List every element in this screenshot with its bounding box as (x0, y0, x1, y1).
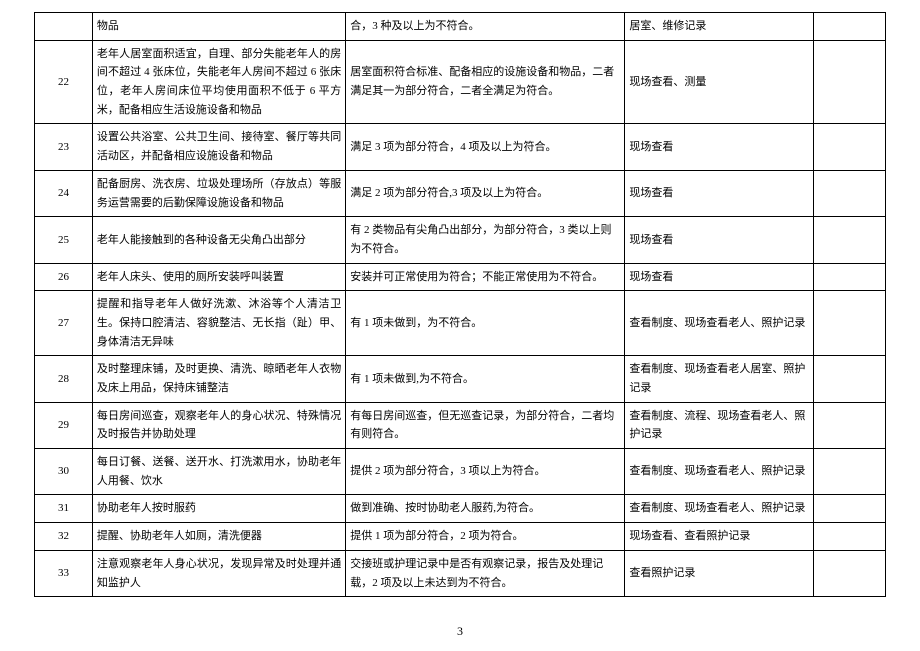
criteria-cell: 每日房间巡查，观察老年人的身心状况、特殊情况及时报告并协助处理 (92, 402, 345, 448)
method-cell: 居室、维修记录 (625, 13, 813, 41)
row-number: 31 (35, 495, 93, 523)
method-cell: 查看制度、现场查看老人、照护记录 (625, 495, 813, 523)
remark-cell (813, 495, 885, 523)
judgement-cell: 有每日房间巡查，但无巡查记录，为部分符合，二者均有则符合。 (346, 402, 625, 448)
method-cell: 现场查看、测量 (625, 40, 813, 124)
row-number: 26 (35, 263, 93, 291)
row-number: 25 (35, 217, 93, 263)
standards-table: 物品合，3 种及以上为不符合。居室、维修记录22老年人居室面积适宜，自理、部分失… (34, 12, 886, 597)
remark-cell (813, 523, 885, 551)
table-row: 24配备厨房、洗衣房、垃圾处理场所（存放点）等服务运营需要的后勤保障设施设备和物… (35, 170, 886, 216)
table-row: 25老年人能接触到的各种设备无尖角凸出部分有 2 类物品有尖角凸出部分，为部分符… (35, 217, 886, 263)
criteria-cell: 注意观察老年人身心状况，发现异常及时处理并通知监护人 (92, 550, 345, 596)
table-row: 28及时整理床铺，及时更换、清洗、晾晒老年人衣物及床上用品，保持床铺整洁有 1 … (35, 356, 886, 402)
table-row: 22老年人居室面积适宜，自理、部分失能老年人的房间不超过 4 张床位，失能老年人… (35, 40, 886, 124)
row-number (35, 13, 93, 41)
table-row: 物品合，3 种及以上为不符合。居室、维修记录 (35, 13, 886, 41)
judgement-cell: 有 1 项未做到,为不符合。 (346, 356, 625, 402)
judgement-cell: 提供 2 项为部分符合，3 项以上为符合。 (346, 449, 625, 495)
judgement-cell: 安装并可正常使用为符合；不能正常使用为不符合。 (346, 263, 625, 291)
row-number: 30 (35, 449, 93, 495)
remark-cell (813, 217, 885, 263)
method-cell: 现场查看、查看照护记录 (625, 523, 813, 551)
judgement-cell: 提供 1 项为部分符合，2 项为符合。 (346, 523, 625, 551)
criteria-cell: 及时整理床铺，及时更换、清洗、晾晒老年人衣物及床上用品，保持床铺整洁 (92, 356, 345, 402)
method-cell: 现场查看 (625, 263, 813, 291)
remark-cell (813, 550, 885, 596)
remark-cell (813, 124, 885, 170)
remark-cell (813, 263, 885, 291)
remark-cell (813, 356, 885, 402)
criteria-cell: 老年人能接触到的各种设备无尖角凸出部分 (92, 217, 345, 263)
remark-cell (813, 170, 885, 216)
criteria-cell: 每日订餐、送餐、送开水、打洗漱用水，协助老年人用餐、饮水 (92, 449, 345, 495)
row-number: 27 (35, 291, 93, 356)
row-number: 32 (35, 523, 93, 551)
remark-cell (813, 291, 885, 356)
method-cell: 查看制度、现场查看老人居室、照护记录 (625, 356, 813, 402)
criteria-cell: 提醒和指导老年人做好洗漱、沐浴等个人清洁卫生。保持口腔清洁、容貌整洁、无长指（趾… (92, 291, 345, 356)
judgement-cell: 有 1 项未做到，为不符合。 (346, 291, 625, 356)
criteria-cell: 协助老年人按时服药 (92, 495, 345, 523)
remark-cell (813, 402, 885, 448)
method-cell: 现场查看 (625, 124, 813, 170)
judgement-cell: 合，3 种及以上为不符合。 (346, 13, 625, 41)
row-number: 23 (35, 124, 93, 170)
judgement-cell: 满足 3 项为部分符合，4 项及以上为符合。 (346, 124, 625, 170)
judgement-cell: 满足 2 项为部分符合,3 项及以上为符合。 (346, 170, 625, 216)
row-number: 33 (35, 550, 93, 596)
method-cell: 查看制度、现场查看老人、照护记录 (625, 449, 813, 495)
remark-cell (813, 449, 885, 495)
method-cell: 现场查看 (625, 217, 813, 263)
table-row: 30每日订餐、送餐、送开水、打洗漱用水，协助老年人用餐、饮水提供 2 项为部分符… (35, 449, 886, 495)
table-row: 27提醒和指导老年人做好洗漱、沐浴等个人清洁卫生。保持口腔清洁、容貌整洁、无长指… (35, 291, 886, 356)
row-number: 29 (35, 402, 93, 448)
method-cell: 现场查看 (625, 170, 813, 216)
criteria-cell: 设置公共浴室、公共卫生间、接待室、餐厅等共同活动区，并配备相应设施设备和物品 (92, 124, 345, 170)
table-row: 31协助老年人按时服药做到准确、按时协助老人服药,为符合。查看制度、现场查看老人… (35, 495, 886, 523)
row-number: 28 (35, 356, 93, 402)
table-row: 23设置公共浴室、公共卫生间、接待室、餐厅等共同活动区，并配备相应设施设备和物品… (35, 124, 886, 170)
judgement-cell: 有 2 类物品有尖角凸出部分，为部分符合，3 类以上则为不符合。 (346, 217, 625, 263)
criteria-cell: 物品 (92, 13, 345, 41)
method-cell: 查看制度、流程、现场查看老人、照护记录 (625, 402, 813, 448)
page-number: 3 (0, 624, 920, 639)
method-cell: 查看照护记录 (625, 550, 813, 596)
row-number: 22 (35, 40, 93, 124)
judgement-cell: 居室面积符合标准、配备相应的设施设备和物品，二者满足其一为部分符合，二者全满足为… (346, 40, 625, 124)
judgement-cell: 交接班或护理记录中是否有观察记录，报告及处理记载，2 项及以上未达到为不符合。 (346, 550, 625, 596)
criteria-cell: 提醒、协助老年人如厕，清洗便器 (92, 523, 345, 551)
criteria-cell: 老年人居室面积适宜，自理、部分失能老年人的房间不超过 4 张床位，失能老年人房间… (92, 40, 345, 124)
table-row: 32提醒、协助老年人如厕，清洗便器提供 1 项为部分符合，2 项为符合。现场查看… (35, 523, 886, 551)
table-row: 33注意观察老年人身心状况，发现异常及时处理并通知监护人交接班或护理记录中是否有… (35, 550, 886, 596)
table-row: 29每日房间巡查，观察老年人的身心状况、特殊情况及时报告并协助处理有每日房间巡查… (35, 402, 886, 448)
criteria-cell: 老年人床头、使用的厕所安装呼叫装置 (92, 263, 345, 291)
criteria-cell: 配备厨房、洗衣房、垃圾处理场所（存放点）等服务运营需要的后勤保障设施设备和物品 (92, 170, 345, 216)
remark-cell (813, 40, 885, 124)
judgement-cell: 做到准确、按时协助老人服药,为符合。 (346, 495, 625, 523)
method-cell: 查看制度、现场查看老人、照护记录 (625, 291, 813, 356)
table-row: 26老年人床头、使用的厕所安装呼叫装置安装并可正常使用为符合；不能正常使用为不符… (35, 263, 886, 291)
row-number: 24 (35, 170, 93, 216)
remark-cell (813, 13, 885, 41)
